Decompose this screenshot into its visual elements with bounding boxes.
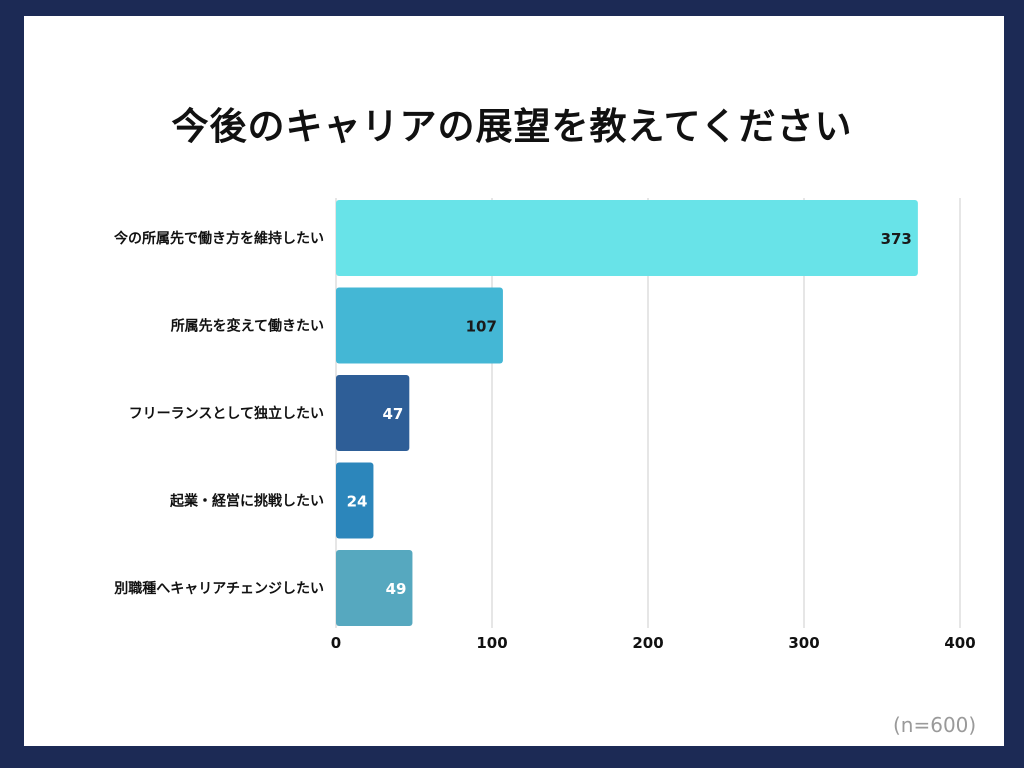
- bar: [336, 287, 503, 364]
- value-label: 373: [881, 230, 912, 248]
- value-label: 47: [382, 405, 403, 423]
- category-label: 所属先を変えて働きたい: [171, 318, 324, 335]
- category-label: 今の所属先で働き方を維持したい: [113, 230, 324, 247]
- value-label: 24: [347, 493, 368, 511]
- chart-card: [24, 16, 1004, 746]
- category-label: 起業・経営に挑戦したい: [169, 493, 324, 510]
- value-label: 49: [386, 580, 407, 598]
- x-axis-ticks: 0 100 200 300 400: [331, 634, 976, 652]
- x-tick-label: 400: [944, 634, 975, 652]
- x-tick-label: 100: [476, 634, 507, 652]
- chart-title: 今後のキャリアの展望を教えてください: [171, 105, 853, 148]
- value-labels: 373 107 47 24 49: [347, 230, 912, 598]
- sample-size-note: (n=600): [893, 713, 977, 737]
- x-tick-label: 300: [788, 634, 819, 652]
- bar: [336, 462, 374, 539]
- category-labels: 今の所属先で働き方を維持したい所属先を変えて働きたいフリーランスとして独立したい…: [113, 230, 324, 597]
- bar: [336, 550, 413, 626]
- bar: [336, 200, 918, 276]
- bar: [336, 375, 410, 451]
- category-label: 別職種へキャリアチェンジしたい: [113, 580, 324, 597]
- bars: [336, 200, 918, 626]
- value-label: 107: [466, 318, 497, 336]
- x-tick-label: 0: [331, 634, 341, 652]
- x-tick-label: 200: [632, 634, 663, 652]
- category-label: フリーランスとして独立したい: [129, 405, 324, 422]
